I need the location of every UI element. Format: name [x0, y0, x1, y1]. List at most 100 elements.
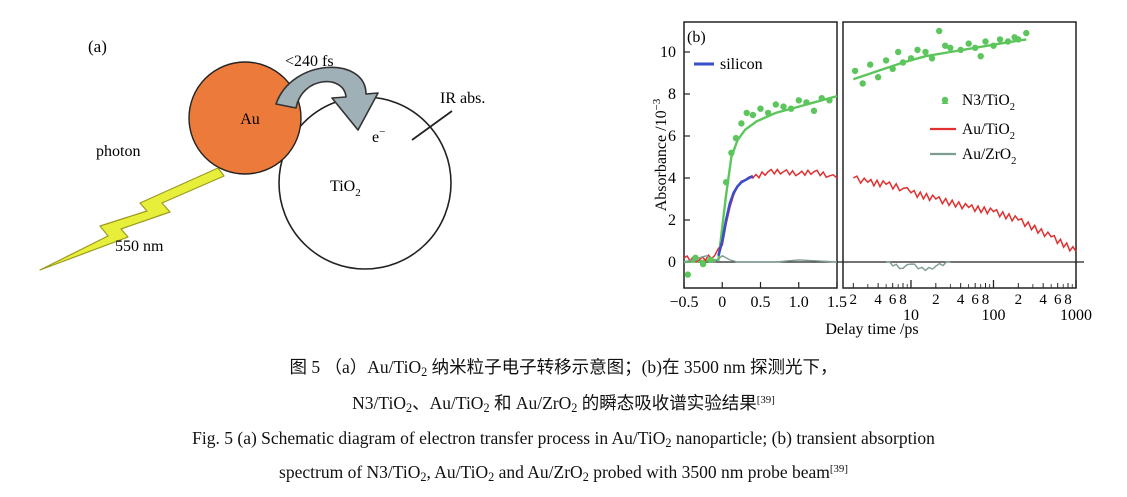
- series-n3-point-22: [867, 61, 874, 68]
- series-n3-point-30: [922, 48, 929, 56]
- series-n3-point-7: [738, 120, 745, 127]
- transfer-time-label: <240 fs: [285, 53, 334, 70]
- photon-label: photon: [96, 143, 140, 160]
- x-log-minor-label-3: 8: [899, 292, 907, 308]
- series-au-zro2-linear: [683, 254, 838, 263]
- series-n3-point-44: [1015, 36, 1022, 43]
- x-log-minor-label-11: 8: [1064, 292, 1072, 308]
- series-n3-point-1: [692, 254, 699, 261]
- series-n3-point-33: [942, 42, 949, 49]
- legend: N3/TiO2 Au/TiO2 Au/ZrO2: [930, 92, 1016, 167]
- series-n3-point-39: [982, 38, 989, 45]
- y-axis-title: Absorbance /10−3: [651, 98, 670, 211]
- ir-abs-label: IR abs.: [440, 90, 485, 107]
- y-tick-label-4: 8: [668, 86, 676, 103]
- series-silicon: [717, 174, 754, 257]
- series-n3-point-18: [818, 95, 825, 102]
- series-n3-point-9: [749, 111, 757, 119]
- legend-n3-dot: [941, 96, 949, 104]
- x-lin-tick-label-1: 0: [718, 294, 726, 311]
- series-au-tio2-linear: [683, 168, 838, 263]
- series-n3-point-4: [722, 179, 730, 186]
- x-lin-tick-label-3: 1.0: [789, 294, 809, 311]
- series-n3-point-32: [936, 27, 943, 35]
- series-n3-point-34: [947, 44, 954, 51]
- series-n3-point-8: [743, 109, 750, 117]
- series-n3-fit-log: [852, 38, 1027, 81]
- legend-n3-label: N3/TiO2: [962, 92, 1015, 113]
- x-axis-log: 2 4 6 8 2 4 6 8 2 4 6 810 100 1000: [850, 280, 1092, 324]
- y-tick-label-0: 0: [668, 254, 676, 271]
- series-n3-point-37: [972, 44, 979, 51]
- series-n3-point-2: [699, 260, 707, 268]
- series-n3-point-6: [732, 134, 740, 142]
- series-n3-point-31: [928, 55, 936, 62]
- series-n3-point-19: [826, 97, 833, 104]
- series-n3-point-41: [996, 36, 1004, 43]
- legend-au-zro2-label: Au/ZrO2: [962, 146, 1016, 167]
- electron-transfer-arrow: [275, 66, 379, 131]
- silicon-legend-label: silicon: [720, 56, 763, 73]
- photon-lightning-bolt: [39, 167, 225, 271]
- au-particle: [188, 61, 302, 175]
- y-tick-label-3: 6: [668, 128, 676, 145]
- y-axis: 0 2 4 6 8 10: [660, 44, 690, 271]
- y-tick-label-2: 4: [668, 170, 676, 187]
- series-n3-point-25: [889, 65, 896, 73]
- x-log-minor-label-1: 4: [874, 292, 882, 308]
- series-n3-point-36: [965, 40, 972, 47]
- series-n3-point-29: [914, 46, 921, 54]
- x-log-major-label-1: 100: [981, 307, 1005, 324]
- series-n3-fit-linear: [683, 94, 838, 264]
- series-n3-point-45: [1023, 29, 1030, 37]
- series-n3-point-10: [757, 105, 764, 112]
- panel-b-label: (b): [687, 29, 706, 46]
- legend-au-tio2-label: Au/TiO2: [962, 121, 1015, 142]
- series-n3-point-24: [882, 57, 890, 64]
- series-n3-point-26: [895, 48, 902, 56]
- series-n3-point-16: [803, 99, 810, 106]
- series-n3-point-0: [684, 271, 691, 278]
- x-log-minor-label-6: 6: [971, 292, 979, 308]
- x-log-minor-label-5: 4: [957, 292, 965, 308]
- series-n3-point-21: [859, 80, 866, 87]
- wavelength-label: 550 nm: [115, 238, 164, 255]
- y-tick-label-5: 10: [660, 44, 676, 61]
- caption-zh-line-1: 图 5 （a）Au/TiO2 纳米粒子电子转移示意图；(b)在 3500 nm …: [289, 357, 838, 380]
- panel-a-label: (a): [88, 37, 107, 56]
- series-n3-point-28: [907, 55, 915, 62]
- series-n3-point-12: [772, 101, 779, 108]
- panel-a-schematic: (a) Au <240 fs e− IR abs. TiO2 photon 55…: [39, 37, 485, 271]
- x-axis-title: Delay time /ps: [825, 321, 918, 338]
- x-lin-tick-label-0: −0.5: [669, 294, 698, 311]
- series-n3-point-13: [780, 103, 787, 110]
- x-log-minor-label-7: 8: [982, 292, 990, 308]
- log-axis-frame: [842, 21, 1077, 289]
- series-n3-point-38: [977, 53, 984, 60]
- x-log-major-label-0: 10: [903, 307, 919, 324]
- series-n3-point-11: [764, 109, 772, 117]
- series-n3-point-42: [1004, 38, 1012, 45]
- series-layer: [683, 27, 1077, 278]
- x-lin-tick-label-2: 0.5: [751, 294, 771, 311]
- x-log-minor-label-9: 4: [1039, 292, 1047, 308]
- series-n3-point-15: [795, 97, 802, 104]
- series-au-zro2-log: [886, 260, 951, 272]
- series-n3-point-5: [728, 149, 735, 156]
- x-log-major-label-2: 1000: [1060, 307, 1092, 324]
- x-lin-tick-label-4: 1.5: [827, 294, 847, 311]
- ir-pointer-line: [411, 110, 453, 141]
- series-n3-point-40: [990, 42, 997, 49]
- y-tick-label-1: 2: [668, 212, 676, 229]
- series-au-tio2-log: [852, 175, 1077, 253]
- tio2-label: TiO2: [330, 178, 361, 199]
- caption-zh-line-2: N3/TiO2、Au/TiO2 和 Au/ZrO2 的瞬态吸收谱实验结果[39]: [352, 393, 775, 416]
- x-log-minor-label-8: 2: [1015, 292, 1023, 308]
- series-n3-point-17: [810, 107, 818, 115]
- caption-en-line-1: Fig. 5 (a) Schematic diagram of electron…: [192, 428, 935, 451]
- x-log-minor-label-2: 6: [889, 292, 897, 308]
- x-log-minor-label-10: 6: [1054, 292, 1062, 308]
- series-n3-point-23: [874, 74, 882, 81]
- au-label: Au: [240, 111, 260, 128]
